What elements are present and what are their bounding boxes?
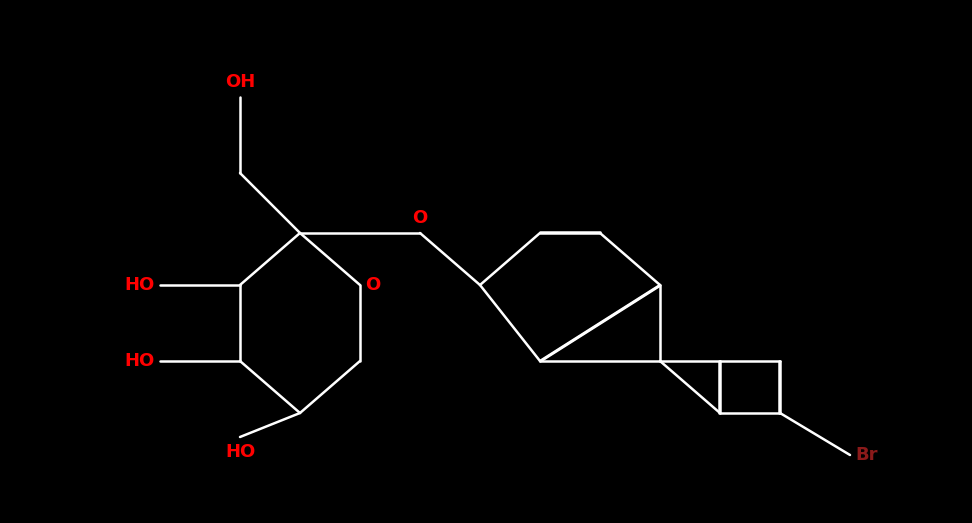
Text: HO: HO	[225, 443, 255, 461]
Text: OH: OH	[225, 73, 255, 91]
Text: Br: Br	[855, 446, 878, 464]
Text: HO: HO	[124, 276, 155, 294]
Text: O: O	[365, 276, 380, 294]
Text: HO: HO	[124, 352, 155, 370]
Text: O: O	[412, 209, 428, 227]
